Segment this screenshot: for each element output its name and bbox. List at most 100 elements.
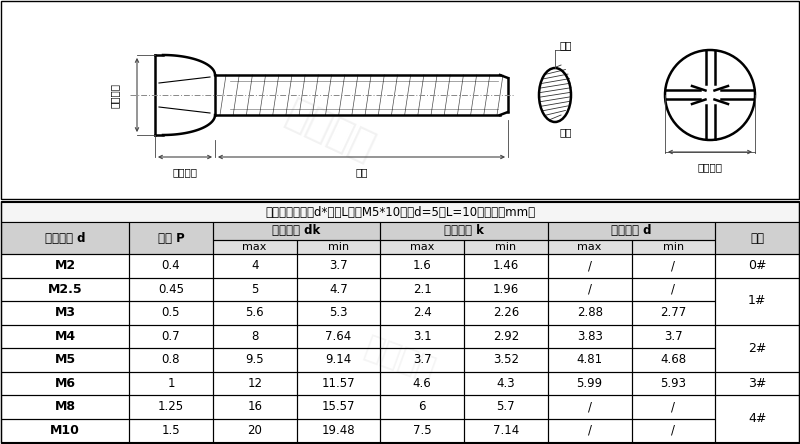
Text: 3.7: 3.7: [664, 330, 682, 343]
Bar: [548, 325, 631, 348]
Text: 5: 5: [251, 283, 258, 296]
Bar: [631, 301, 715, 325]
Text: 5.6: 5.6: [246, 306, 264, 319]
Text: 5.93: 5.93: [660, 377, 686, 390]
Bar: [631, 254, 715, 278]
Bar: [715, 222, 799, 254]
Text: 0.4: 0.4: [162, 259, 180, 272]
Text: 5.3: 5.3: [329, 306, 348, 319]
Text: 槽号: 槽号: [750, 231, 764, 245]
Text: 4.3: 4.3: [497, 377, 515, 390]
Text: max: max: [410, 242, 434, 252]
Text: 4: 4: [251, 259, 258, 272]
Text: 7.5: 7.5: [413, 424, 431, 437]
Bar: [380, 395, 464, 419]
Bar: [548, 278, 631, 301]
Bar: [297, 254, 380, 278]
Bar: [548, 395, 631, 419]
Bar: [464, 325, 548, 348]
Bar: [1, 348, 129, 372]
Text: M2: M2: [54, 259, 75, 272]
Text: M10: M10: [50, 424, 80, 437]
Text: 4#: 4#: [748, 412, 766, 425]
Text: 直径: 直径: [560, 127, 573, 137]
Text: /: /: [671, 283, 675, 296]
Text: 8: 8: [251, 330, 258, 343]
Text: 7.14: 7.14: [493, 424, 519, 437]
Bar: [464, 278, 548, 301]
Text: 6: 6: [418, 400, 426, 413]
Bar: [631, 419, 715, 442]
Bar: [631, 372, 715, 395]
Text: M3: M3: [54, 306, 75, 319]
Text: /: /: [671, 424, 675, 437]
Bar: [213, 222, 380, 240]
Text: 头部厚度 k: 头部厚度 k: [444, 225, 484, 238]
Bar: [631, 395, 715, 419]
Text: 4.6: 4.6: [413, 377, 431, 390]
Bar: [297, 395, 380, 419]
Text: 0.8: 0.8: [162, 353, 180, 366]
Text: 9.14: 9.14: [326, 353, 351, 366]
Text: 3#: 3#: [748, 377, 766, 390]
Text: 3.52: 3.52: [493, 353, 519, 366]
Bar: [715, 372, 799, 395]
Text: 1#: 1#: [748, 294, 766, 308]
Text: 0.7: 0.7: [162, 330, 180, 343]
Bar: [213, 301, 297, 325]
Bar: [129, 222, 213, 254]
Text: 2.77: 2.77: [660, 306, 686, 319]
Bar: [380, 419, 464, 442]
Bar: [548, 240, 631, 254]
Text: 头部直径: 头部直径: [110, 83, 120, 107]
Text: 5.99: 5.99: [577, 377, 602, 390]
Bar: [1, 372, 129, 395]
Bar: [464, 395, 548, 419]
Bar: [380, 222, 548, 240]
Bar: [213, 254, 297, 278]
Text: /: /: [588, 259, 592, 272]
Bar: [548, 240, 631, 254]
Bar: [380, 301, 464, 325]
Text: 直径: 直径: [560, 40, 573, 50]
Bar: [715, 254, 799, 278]
Text: 头部直径: 头部直径: [698, 162, 722, 172]
Bar: [715, 325, 799, 372]
Text: 4.7: 4.7: [329, 283, 348, 296]
Text: 7.64: 7.64: [326, 330, 351, 343]
Bar: [297, 372, 380, 395]
Text: 上威紧固: 上威紧固: [361, 333, 439, 385]
Text: 4.68: 4.68: [660, 353, 686, 366]
Text: 1: 1: [167, 377, 174, 390]
Bar: [129, 254, 213, 278]
Bar: [464, 254, 548, 278]
Text: 3.7: 3.7: [329, 259, 348, 272]
Bar: [548, 222, 715, 240]
Bar: [297, 301, 380, 325]
Text: /: /: [671, 259, 675, 272]
Bar: [213, 222, 380, 240]
Text: 螺距 P: 螺距 P: [158, 231, 184, 245]
Bar: [297, 348, 380, 372]
Text: max: max: [578, 242, 602, 252]
Bar: [380, 278, 464, 301]
Text: /: /: [671, 400, 675, 413]
Bar: [631, 348, 715, 372]
Text: 2.92: 2.92: [493, 330, 519, 343]
Bar: [715, 395, 799, 442]
Text: 0.45: 0.45: [158, 283, 184, 296]
Bar: [297, 325, 380, 348]
Text: 长度: 长度: [355, 167, 368, 177]
Bar: [380, 240, 464, 254]
Bar: [129, 419, 213, 442]
Bar: [464, 348, 548, 372]
Text: 1.5: 1.5: [162, 424, 180, 437]
Text: 16: 16: [247, 400, 262, 413]
Bar: [631, 240, 715, 254]
Bar: [213, 240, 297, 254]
Text: M5: M5: [54, 353, 75, 366]
Bar: [380, 240, 464, 254]
Bar: [129, 325, 213, 348]
Text: 1.96: 1.96: [493, 283, 519, 296]
Bar: [129, 395, 213, 419]
